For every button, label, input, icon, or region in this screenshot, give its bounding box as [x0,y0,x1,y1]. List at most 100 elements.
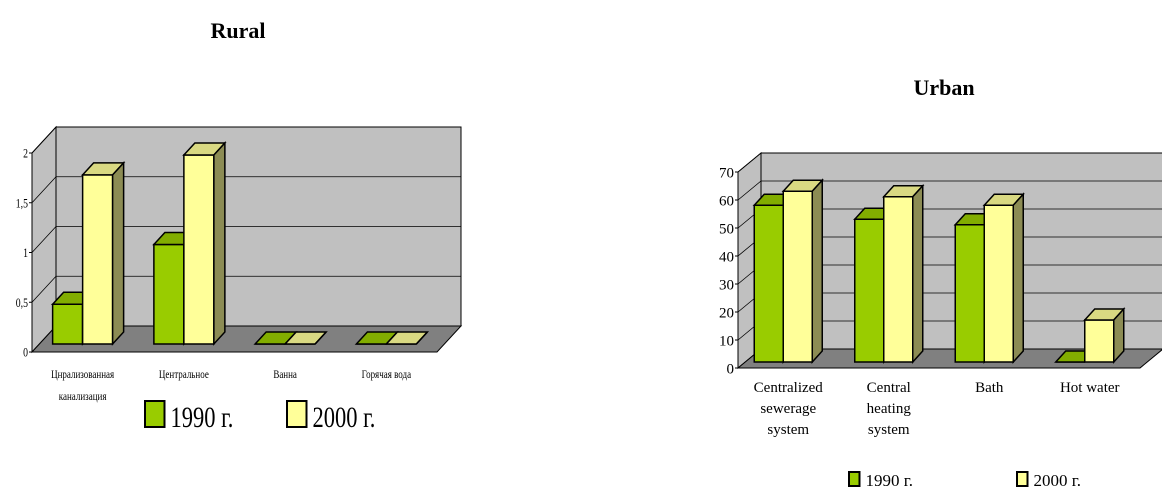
floor [30,325,463,353]
legend-swatch [286,400,308,428]
legend-swatch [1016,471,1029,487]
gridline [31,275,461,303]
bar [982,192,1025,364]
bar-side [883,206,895,364]
legend-swatch [144,400,166,428]
bar-side [1084,350,1096,363]
bar-front [854,218,885,363]
gridline [31,126,461,154]
bar-top [781,179,824,192]
x-tick-label: sewerage [760,401,816,417]
bar-front [153,243,185,345]
bar-side [213,141,226,346]
gridline [737,180,1162,201]
gridline [31,176,461,204]
bar-front [81,174,114,345]
bar-front [1084,319,1115,363]
y-tick-label: 2 [23,147,28,161]
x-tick-label: Centralized [754,380,824,396]
bar-top [882,185,925,198]
bar-front [983,204,1014,363]
bar [853,206,896,364]
gridline [737,208,1162,229]
bar-top [1054,350,1097,363]
legend-item: 2000 г. [286,400,376,434]
y-tick-label: 1 [23,247,28,261]
legend-item: 1990 г. [848,471,914,488]
legend-label: 2000 г. [1034,471,1082,488]
bar [384,331,430,345]
bar-front [883,196,914,363]
urban-legend: 1990 г. 2000 г. [848,471,1082,488]
legend-label: 1990 г. [866,471,914,488]
bar-side [1012,192,1024,364]
bar [953,211,996,364]
x-tick-label: system [868,422,910,438]
bar [882,183,925,364]
bar-side [983,211,995,364]
x-tick-label: Hot water [1060,380,1120,396]
y-tick-label: 0 [727,361,735,377]
bar-front [954,224,985,363]
gridline [31,226,461,253]
x-tick-label: Горячая вода [362,369,412,381]
rural-legend: 1990 г. 2000 г. [144,400,376,434]
gridline [737,236,1162,257]
bar-front [753,204,784,363]
bar-side [314,331,327,345]
bar-side [111,160,125,346]
bar-side [415,331,428,345]
x-tick-label: Центральное [159,369,209,381]
bar-top [752,193,795,206]
x-tick-label: Central [867,380,911,396]
legend-item: 1990 г. [144,400,234,434]
legend-label: 1990 г. [171,400,234,434]
urban-plot-area: 0 10 20 30 40 50 60 70 Centralized sewerage system… [719,151,1162,438]
bar [1083,307,1126,364]
x-tick-label: heating [867,401,912,417]
y-tick-label: 1,5 [16,197,28,211]
y-tick-label: 60 [719,193,734,209]
x-tick-label: Ванна [273,369,297,381]
y-tick-label: 40 [719,249,734,265]
urban-chart-title: Urban [913,75,974,100]
y-tick-label: 30 [719,277,734,293]
y-tick-label: 20 [719,305,734,321]
bar [182,141,227,346]
x-tick-label: канализация [59,391,107,403]
bar-side [811,178,823,364]
legend-item: 2000 г. [1016,471,1082,488]
bar-front [183,154,215,345]
bar-front [782,190,813,363]
bar-top [953,213,996,226]
floor [736,348,1162,369]
side-wall [737,151,762,370]
bar-side [782,192,794,364]
rural-chart-title: Rural [211,18,266,43]
bar [781,178,824,364]
rural-chart: Rural 0 0,5 1 1,5 2 Цнрализованная канализация… [16,18,463,434]
gridline [737,264,1162,285]
y-tick-label: 0 [23,346,28,360]
back-wall [760,152,1162,350]
rural-plot-area: 0 0,5 1 1,5 2 Цнрализованная канализация Центра… [16,125,463,403]
bar-top [853,207,896,220]
bar [283,331,328,345]
bar-top [1083,308,1126,321]
y-tick-label: 10 [719,333,734,349]
gridline [737,320,1162,341]
gridline [737,152,1162,173]
bar-front [51,303,84,345]
bar-side [912,183,924,364]
bar-top [982,193,1025,206]
y-tick-label: 0,5 [16,297,28,311]
bar [80,160,126,346]
bar [1054,350,1097,363]
legend-swatch [848,471,861,487]
x-tick-label: Bath [975,380,1004,396]
x-tick-label: Цнрализованная [51,369,114,381]
bar [752,192,795,364]
gridline [737,292,1162,313]
legend-label: 2000 г. [313,400,376,434]
y-tick-label: 50 [719,221,734,237]
